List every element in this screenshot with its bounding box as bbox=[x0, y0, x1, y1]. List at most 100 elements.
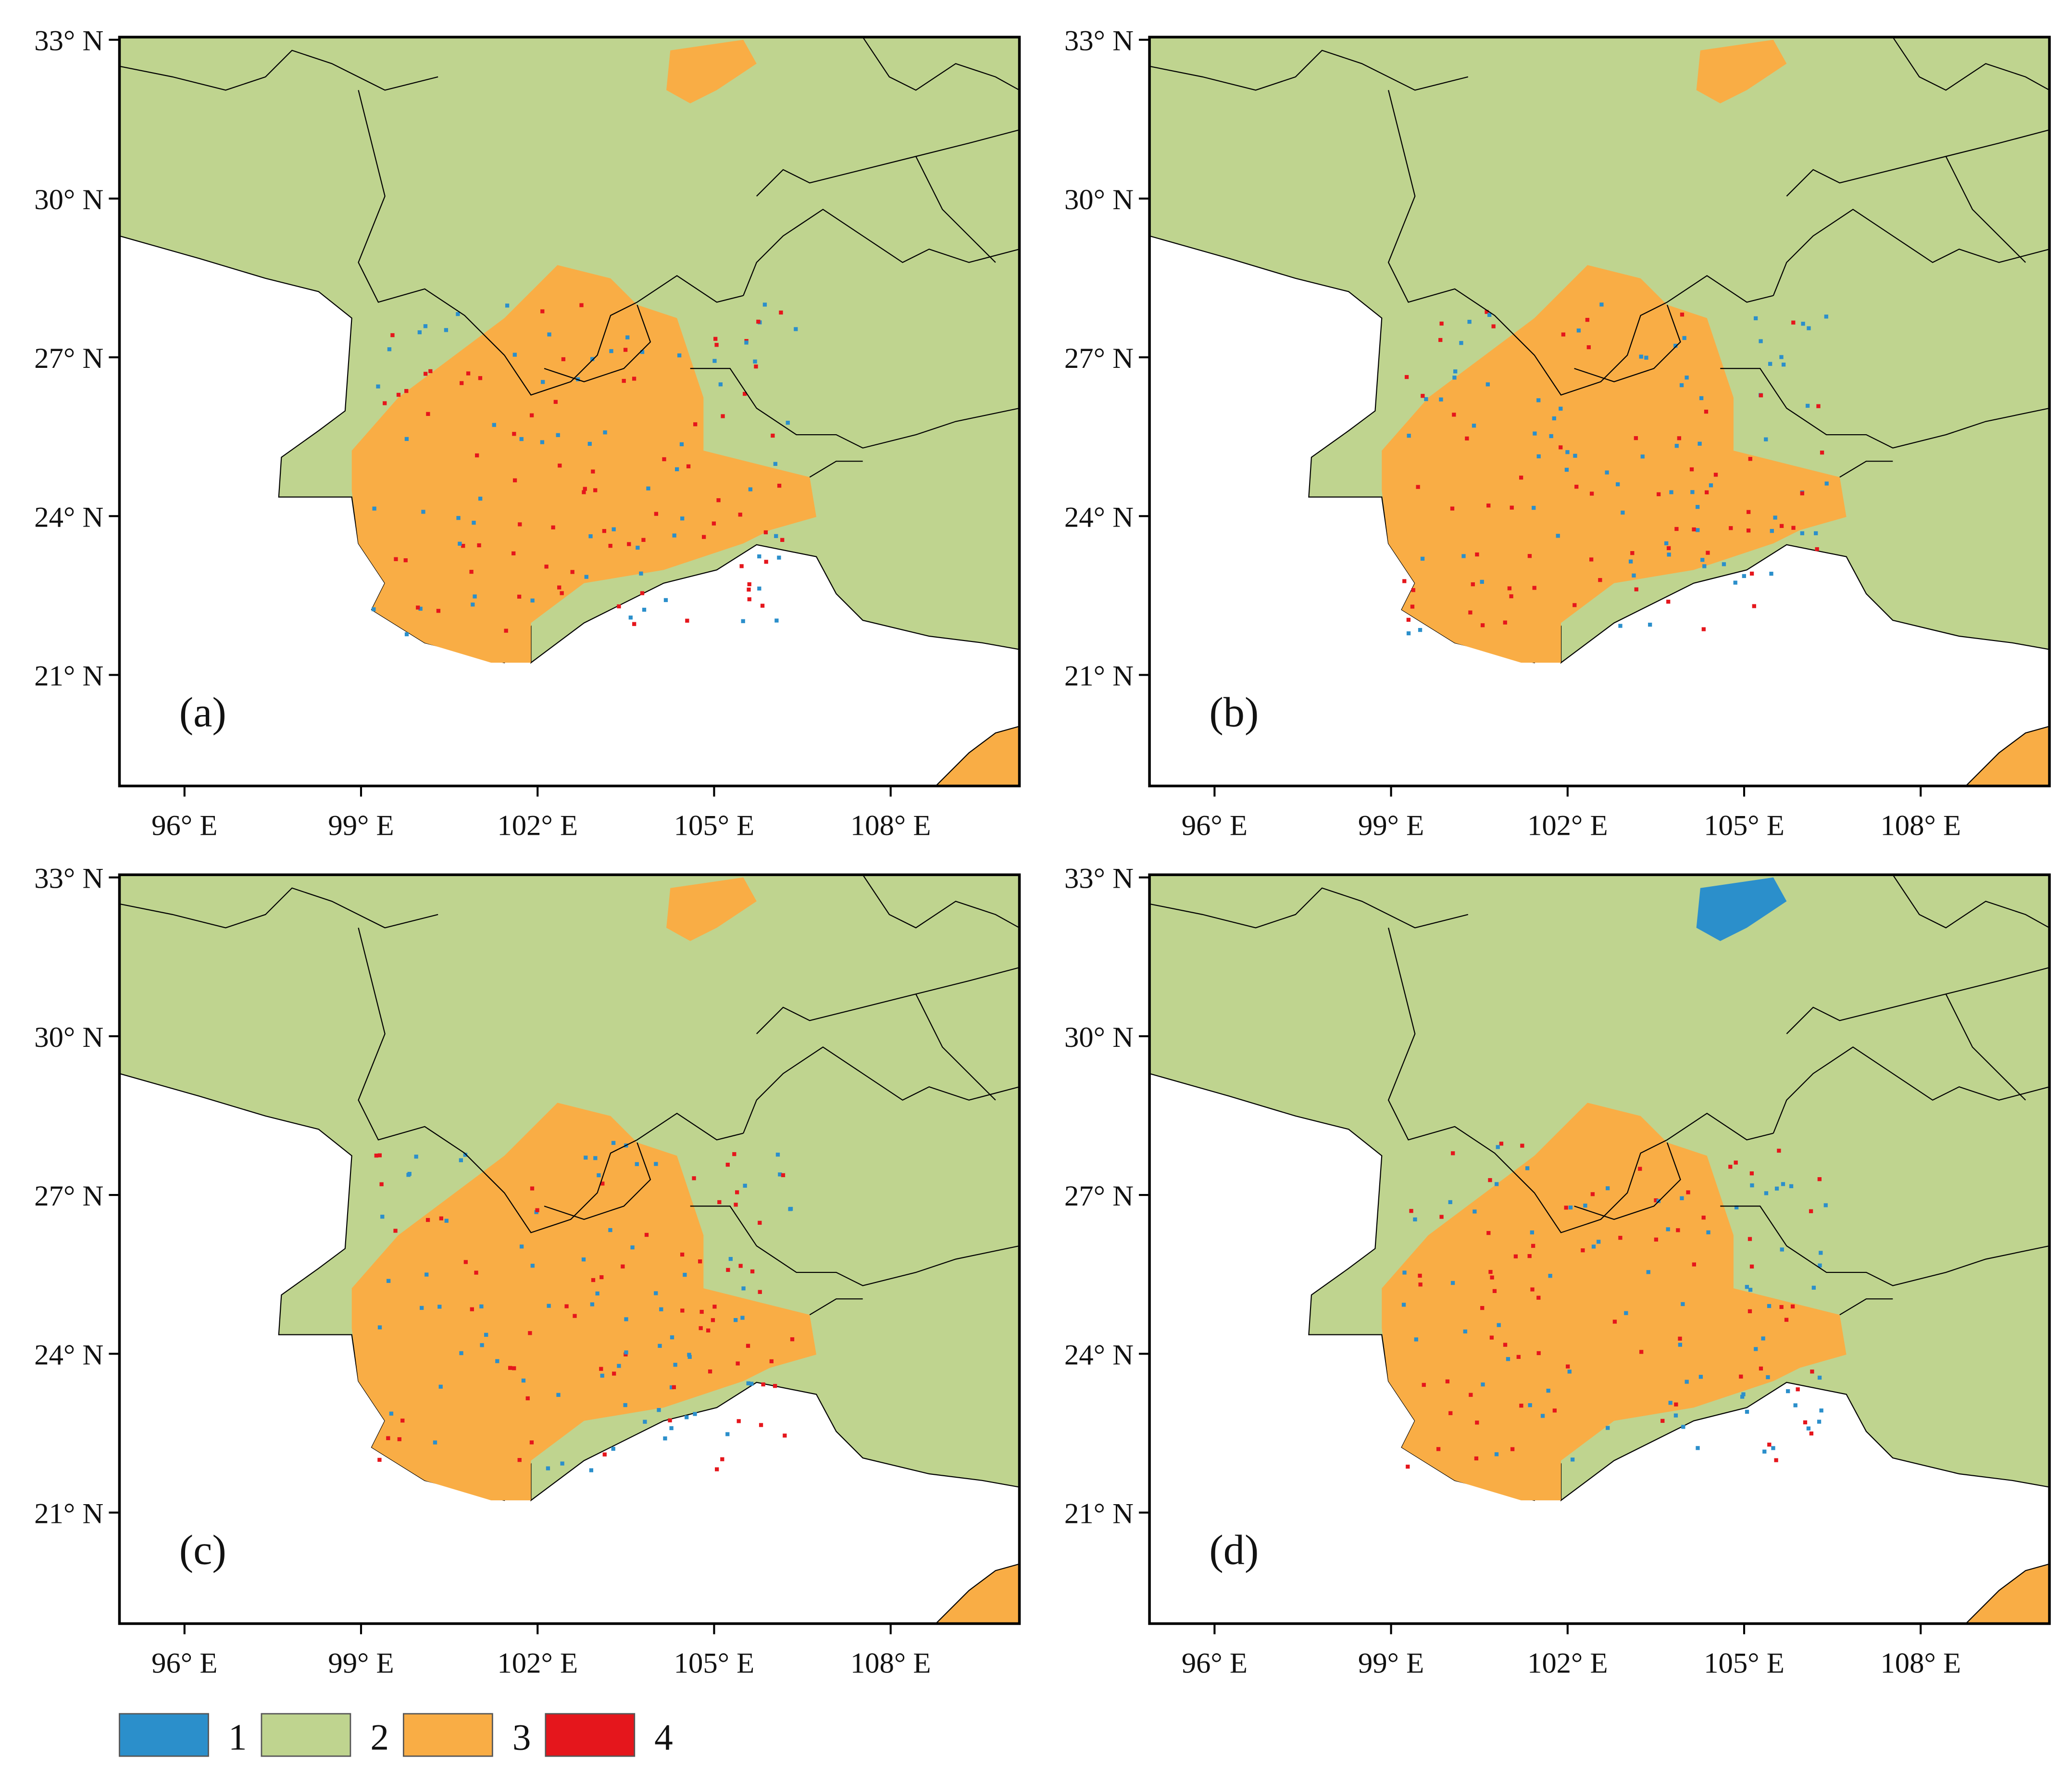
pixel-spot bbox=[1471, 582, 1475, 587]
pixel-spot bbox=[630, 1245, 635, 1250]
pixel-spot bbox=[1773, 515, 1777, 520]
pixel-spot bbox=[1406, 617, 1410, 622]
pixel-spot bbox=[1807, 326, 1811, 330]
province-boundary bbox=[1839, 461, 1893, 478]
pixel-spot bbox=[1576, 328, 1581, 333]
pixel-spot bbox=[1632, 573, 1636, 578]
pixel-spot bbox=[788, 1206, 793, 1211]
pixel-spot bbox=[1480, 623, 1485, 628]
pixel-spot bbox=[1583, 1204, 1587, 1208]
pixel-spot bbox=[463, 1153, 467, 1157]
pixel-spot bbox=[479, 1304, 484, 1308]
pixel-spot bbox=[374, 1154, 378, 1158]
pixel-spot bbox=[706, 1328, 711, 1332]
map-frame bbox=[1148, 873, 2051, 1625]
pixel-spot bbox=[1461, 554, 1466, 558]
pixel-spot bbox=[492, 423, 496, 427]
pixel-spot bbox=[599, 1275, 604, 1280]
pixel-spot bbox=[1509, 594, 1513, 599]
province-boundary bbox=[1772, 209, 2050, 296]
pixel-spot bbox=[693, 422, 698, 427]
pixel-spot bbox=[372, 607, 376, 612]
pixel-spot bbox=[1497, 1323, 1501, 1327]
pixel-spot bbox=[1439, 397, 1443, 402]
pixel-spot bbox=[1678, 1336, 1682, 1341]
y-tick-label: 24° N bbox=[1064, 501, 1134, 533]
pixel-spot bbox=[473, 594, 477, 599]
pixel-spot bbox=[714, 343, 719, 347]
pixel-spot bbox=[1669, 490, 1673, 494]
pixel-spot bbox=[715, 1467, 719, 1471]
pixel-spot bbox=[393, 1229, 398, 1233]
y-tick-label: 21° N bbox=[34, 660, 103, 692]
pixel-spot bbox=[1472, 424, 1476, 428]
pixel-spot bbox=[1823, 1203, 1828, 1207]
pixel-spot bbox=[693, 1412, 697, 1416]
province-boundary bbox=[915, 993, 996, 1101]
pixel-spot bbox=[1709, 483, 1713, 488]
pixel-spot bbox=[632, 622, 637, 626]
pixel-spot bbox=[1536, 454, 1541, 459]
province-boundary bbox=[690, 368, 1020, 449]
pixel-spot bbox=[640, 350, 645, 354]
pixel-spot bbox=[1485, 382, 1490, 387]
pixel-spot bbox=[390, 333, 395, 338]
pixel-spot bbox=[713, 337, 718, 341]
pixel-spot bbox=[1815, 547, 1819, 552]
pixel-spot bbox=[1568, 1205, 1573, 1210]
pixel-spot bbox=[1450, 1281, 1455, 1285]
province-boundary bbox=[862, 874, 1020, 929]
pixel-spot bbox=[581, 1257, 586, 1262]
pixel-spot bbox=[517, 1458, 522, 1462]
pixel-spot bbox=[512, 551, 516, 555]
province-boundary bbox=[756, 129, 1020, 197]
province-boundary bbox=[119, 50, 438, 91]
pixel-spot bbox=[1673, 1413, 1678, 1418]
pixel-spot bbox=[1801, 322, 1805, 326]
y-tick-label: 24° N bbox=[1064, 1339, 1134, 1371]
pixel-spot bbox=[712, 1305, 717, 1309]
pixel-spot bbox=[1761, 1336, 1765, 1341]
pixel-spot bbox=[658, 1344, 662, 1348]
pixel-spot bbox=[692, 1176, 696, 1181]
pixel-spot bbox=[1791, 320, 1796, 325]
pixel-spot bbox=[1533, 431, 1537, 436]
pixel-spot bbox=[1465, 436, 1469, 440]
pixel-spot bbox=[1589, 491, 1594, 496]
pixel-spot bbox=[1810, 1369, 1814, 1374]
map-panel: (d) 96° E 99° E 102° E 105° E 108° E 33° N 30° … bbox=[1064, 863, 2051, 1679]
pixel-spot bbox=[379, 1182, 384, 1186]
pixel-spot bbox=[760, 603, 765, 608]
pixel-spot bbox=[702, 535, 706, 539]
pixel-spot bbox=[1824, 481, 1829, 486]
pixel-spot bbox=[603, 430, 607, 435]
pixel-spot bbox=[470, 1307, 474, 1311]
pixel-spot bbox=[777, 483, 782, 488]
pixel-spot bbox=[556, 1393, 561, 1397]
pixel-spot bbox=[600, 1181, 605, 1186]
pixel-spot bbox=[439, 1216, 443, 1220]
province-boundary bbox=[1945, 993, 2026, 1101]
pixel-spot bbox=[716, 498, 721, 503]
pixel-spot bbox=[1767, 1304, 1772, 1308]
pixel-spot bbox=[771, 433, 775, 438]
pixel-spot bbox=[741, 1286, 746, 1291]
pixel-spot bbox=[1699, 396, 1704, 401]
pixel-spot bbox=[1646, 1270, 1650, 1274]
pixel-spot bbox=[672, 1385, 676, 1389]
pixel-spot bbox=[1528, 1403, 1532, 1407]
pixel-spot bbox=[747, 582, 751, 587]
pixel-spot bbox=[663, 598, 668, 603]
pixel-spot bbox=[387, 347, 392, 352]
pixel-spot bbox=[597, 1173, 601, 1178]
pixel-spot bbox=[546, 1466, 550, 1470]
pixel-spot bbox=[1666, 546, 1671, 551]
pixel-spot bbox=[1530, 1230, 1535, 1235]
pixel-spot bbox=[544, 565, 549, 569]
pixel-spot bbox=[778, 1172, 782, 1177]
pixel-spot bbox=[495, 1359, 499, 1363]
pixel-spot bbox=[416, 605, 420, 610]
pixel-spot bbox=[1520, 1143, 1524, 1148]
pixel-spot bbox=[654, 512, 659, 516]
pixel-spot bbox=[477, 543, 481, 548]
